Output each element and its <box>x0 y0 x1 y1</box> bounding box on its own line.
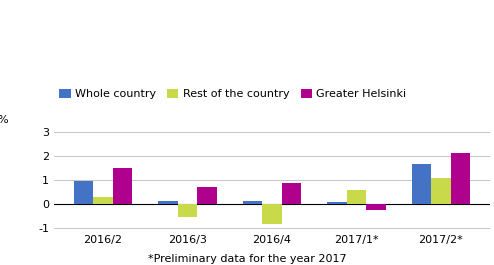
Bar <box>113 168 132 204</box>
Legend: Whole country, Rest of the country, Greater Helsinki: Whole country, Rest of the country, Grea… <box>59 89 406 99</box>
Bar <box>178 204 197 217</box>
Bar <box>347 190 366 204</box>
Bar <box>282 183 301 204</box>
Bar <box>197 187 216 204</box>
Bar <box>431 178 451 204</box>
Bar <box>262 204 282 224</box>
Bar <box>74 181 93 204</box>
Bar <box>412 164 431 204</box>
Text: %: % <box>0 115 8 125</box>
Bar <box>451 153 470 204</box>
Bar <box>327 202 347 204</box>
Text: *Preliminary data for the year 2017: *Preliminary data for the year 2017 <box>148 254 346 264</box>
Bar <box>93 197 113 204</box>
Bar <box>243 201 262 204</box>
Bar <box>366 204 385 210</box>
Bar <box>158 201 178 204</box>
